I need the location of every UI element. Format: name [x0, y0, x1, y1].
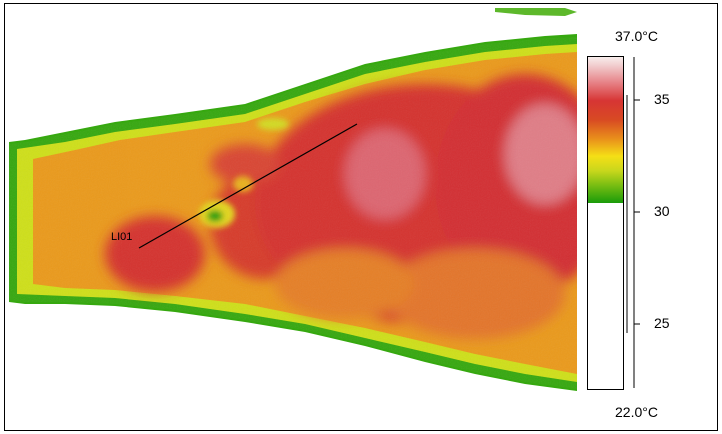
- scale-min-label: 22.0°C: [615, 404, 658, 420]
- scale-tick-35: 35: [654, 91, 670, 107]
- top-green-sliver: [495, 8, 577, 16]
- measurement-line: [138, 123, 358, 249]
- measurement-line-label: LI01: [111, 231, 133, 243]
- color-scale-bar: [587, 56, 624, 390]
- thermal-image: [9, 8, 577, 391]
- scale-max-label: 37.0°C: [615, 28, 658, 44]
- scale-tick-30: 30: [654, 203, 670, 219]
- color-scale-gradient: [588, 57, 623, 204]
- scale-tick-25: 25: [654, 315, 670, 331]
